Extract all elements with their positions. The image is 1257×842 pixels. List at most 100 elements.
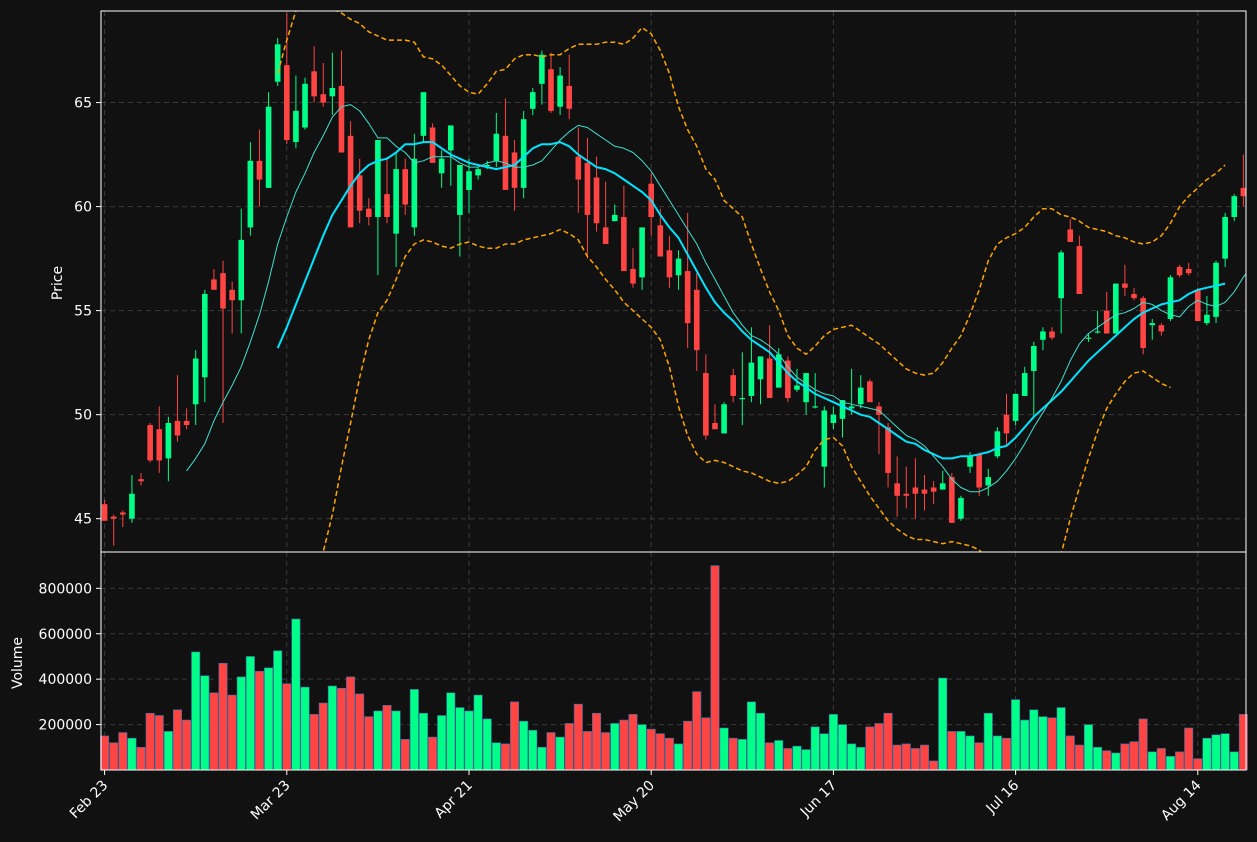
volume-bar xyxy=(327,685,337,771)
candle-body xyxy=(958,497,964,519)
candle-body xyxy=(657,225,664,257)
volume-bar xyxy=(200,675,210,771)
candle-body xyxy=(1167,277,1174,319)
candle-body xyxy=(302,83,308,128)
candle-body xyxy=(284,65,290,141)
volume-bar xyxy=(564,723,574,771)
candle-body xyxy=(885,427,891,473)
volume-bar xyxy=(236,676,246,771)
candle-body xyxy=(529,92,536,109)
candle-body xyxy=(575,156,582,180)
volume-bar xyxy=(491,742,501,771)
price-tick-label: 45 xyxy=(74,512,92,528)
volume-bar xyxy=(182,719,192,771)
volume-bar xyxy=(783,748,793,771)
candle-body xyxy=(1021,373,1028,396)
candle-body xyxy=(830,414,837,423)
candle-body xyxy=(985,477,992,486)
price-tick-label: 50 xyxy=(74,408,92,424)
volume-bar xyxy=(692,691,702,771)
volume-bar xyxy=(1065,735,1075,771)
volume-bar xyxy=(537,746,547,771)
volume-bar xyxy=(209,692,219,771)
price-tick-label: 60 xyxy=(74,200,92,216)
candle-body xyxy=(684,271,691,324)
volume-bar xyxy=(400,739,410,771)
candle-body xyxy=(329,87,336,97)
candle-body xyxy=(903,493,910,496)
volume-bar xyxy=(1184,727,1194,771)
volume-bar xyxy=(983,712,993,771)
volume-bar xyxy=(865,726,875,771)
volume-bar xyxy=(382,704,392,771)
indicator-lines xyxy=(186,11,1246,552)
candle-body xyxy=(1149,323,1156,326)
volume-bar xyxy=(364,716,374,771)
volume-bar xyxy=(1229,751,1239,771)
volume-bar xyxy=(710,565,720,771)
candle-body xyxy=(748,362,755,396)
candle-body xyxy=(1122,283,1128,288)
candle-body xyxy=(475,169,481,176)
volume-bar xyxy=(336,687,346,771)
candle-body xyxy=(1113,283,1119,334)
candle-body xyxy=(666,250,673,278)
volume-bar xyxy=(674,743,684,771)
volume-bar xyxy=(154,715,164,771)
candle-body xyxy=(794,385,800,390)
candle-body xyxy=(785,360,791,399)
candle-body xyxy=(457,164,463,215)
volume-bar xyxy=(901,743,911,771)
volume-bar xyxy=(1038,716,1048,771)
volume-tick-label: 200000 xyxy=(39,718,92,734)
volume-bar xyxy=(801,749,811,771)
candle-body xyxy=(821,410,828,467)
volume-bar xyxy=(938,677,948,771)
volume-bar xyxy=(555,736,565,771)
ma-fast-line xyxy=(186,104,1246,493)
candle-body xyxy=(867,381,873,403)
candle-body xyxy=(1140,298,1146,349)
candle-body xyxy=(602,227,609,245)
candle-body xyxy=(402,169,409,205)
volume-bar xyxy=(847,743,857,771)
volume-bar xyxy=(1111,752,1121,771)
candle-body xyxy=(347,135,354,228)
volume-bar xyxy=(163,731,173,771)
volume-bar xyxy=(418,712,428,771)
bb-upper-line xyxy=(276,11,1226,376)
candle-body xyxy=(493,133,500,161)
volume-bar xyxy=(637,724,647,771)
price-candles xyxy=(101,13,1246,546)
volume-bar xyxy=(965,735,975,771)
volume-bar xyxy=(792,745,802,771)
candle-body xyxy=(293,110,299,143)
candle-body xyxy=(211,279,217,290)
candle-body xyxy=(857,387,864,405)
volume-bar xyxy=(683,720,693,771)
volume-bar xyxy=(373,710,383,771)
candle-body xyxy=(839,400,846,419)
volume-tick-label: 800000 xyxy=(39,581,92,597)
volume-bar xyxy=(245,656,255,771)
volume-bar xyxy=(482,718,492,771)
volume-bar xyxy=(810,726,820,771)
volume-bar xyxy=(664,737,674,771)
volume-bar xyxy=(883,712,893,771)
volume-bar xyxy=(273,650,283,771)
candle-body xyxy=(848,406,855,409)
candle-body xyxy=(1040,331,1046,340)
candle-body xyxy=(939,483,946,490)
candle-body xyxy=(739,398,746,400)
volume-bar xyxy=(874,723,884,771)
candle-body xyxy=(120,512,126,515)
volume-bar xyxy=(838,724,848,771)
volume-bar xyxy=(510,701,520,771)
candle-body xyxy=(712,422,718,430)
candle-body xyxy=(1222,216,1228,259)
volume-bar xyxy=(701,717,711,771)
volume-bar xyxy=(1029,709,1039,771)
candle-body xyxy=(721,404,727,434)
volume-bar xyxy=(191,651,201,771)
candle-body xyxy=(812,406,818,408)
